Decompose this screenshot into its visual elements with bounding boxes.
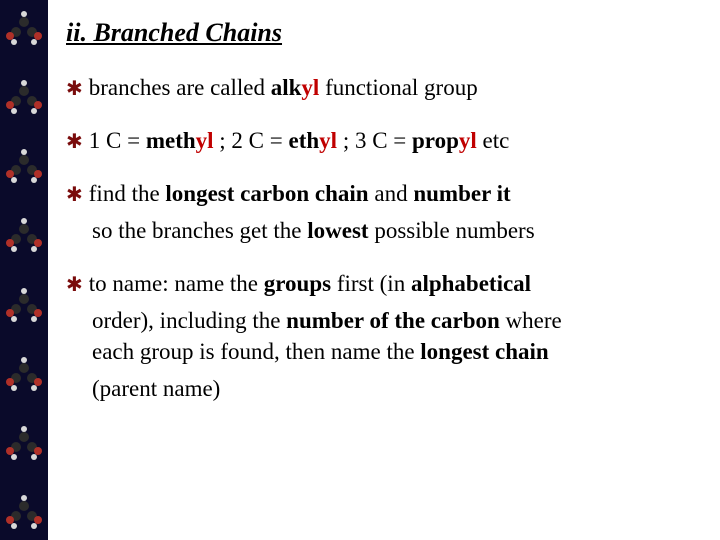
bullet-continuation: each group is found, then name the longe… [92, 336, 696, 367]
molecule-icon [2, 352, 46, 396]
bullet-2: ✱ 1 C = methyl ; 2 C = ethyl ; 3 C = pro… [66, 125, 696, 156]
molecule-icon [2, 213, 46, 257]
molecule-icon [2, 144, 46, 188]
star-icon: ✱ [66, 129, 83, 156]
bullet-1: ✱ branches are called alkyl functional g… [66, 72, 696, 103]
bullet-continuation: so the branches get the lowest possible … [92, 215, 696, 246]
bullet-text: branches are called alkyl functional gro… [89, 72, 696, 103]
bullet-text: 1 C = methyl ; 2 C = ethyl ; 3 C = propy… [89, 125, 696, 156]
molecule-icon [2, 490, 46, 534]
slide-title: ii. Branched Chains [66, 18, 696, 48]
molecule-icon [2, 283, 46, 327]
star-icon: ✱ [66, 76, 83, 103]
bullet-3: ✱ find the longest carbon chain and numb… [66, 178, 696, 246]
bullet-continuation: (parent name) [92, 373, 696, 404]
slide-content: ii. Branched Chains ✱ branches are calle… [56, 0, 716, 540]
bullet-4: ✱ to name: name the groups first (in alp… [66, 268, 696, 404]
molecule-icon [2, 421, 46, 465]
bullet-text: find the longest carbon chain and number… [89, 178, 696, 209]
bullet-text: to name: name the groups first (in alpha… [89, 268, 696, 299]
molecule-icon [2, 75, 46, 119]
sidebar [0, 0, 48, 540]
star-icon: ✱ [66, 272, 83, 299]
star-icon: ✱ [66, 182, 83, 209]
bullet-continuation: order), including the number of the carb… [92, 305, 696, 336]
molecule-icon [2, 6, 46, 50]
